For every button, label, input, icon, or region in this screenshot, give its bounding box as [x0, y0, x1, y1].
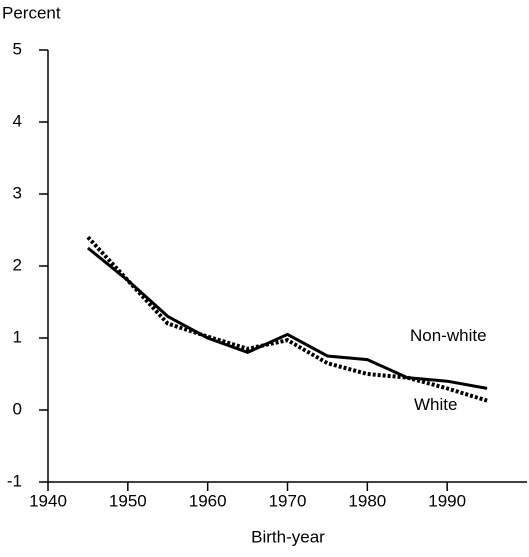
series-line — [86, 246, 488, 390]
series-label: Non-white — [410, 326, 487, 345]
x-tick-label: 1980 — [348, 491, 386, 510]
y-tick-label: 1 — [13, 327, 22, 346]
series-line — [86, 235, 488, 403]
y-tick-label: 0 — [13, 399, 22, 418]
series-label: White — [414, 395, 457, 414]
y-tick-label: 5 — [13, 39, 22, 58]
x-axis-label: Birth-year — [251, 527, 325, 546]
x-tick-label: 1970 — [269, 491, 307, 510]
x-tick-label: 1950 — [109, 491, 147, 510]
y-tick-label: 2 — [13, 255, 22, 274]
x-tick-label: 1990 — [428, 491, 466, 510]
y-tick-label: 4 — [13, 111, 22, 130]
x-tick-label: 1940 — [29, 491, 67, 510]
y-tick-label: 3 — [13, 183, 22, 202]
y-tick-label: -1 — [7, 471, 22, 490]
x-tick-label: 1960 — [189, 491, 227, 510]
y-axis-label: Percent — [2, 3, 61, 22]
